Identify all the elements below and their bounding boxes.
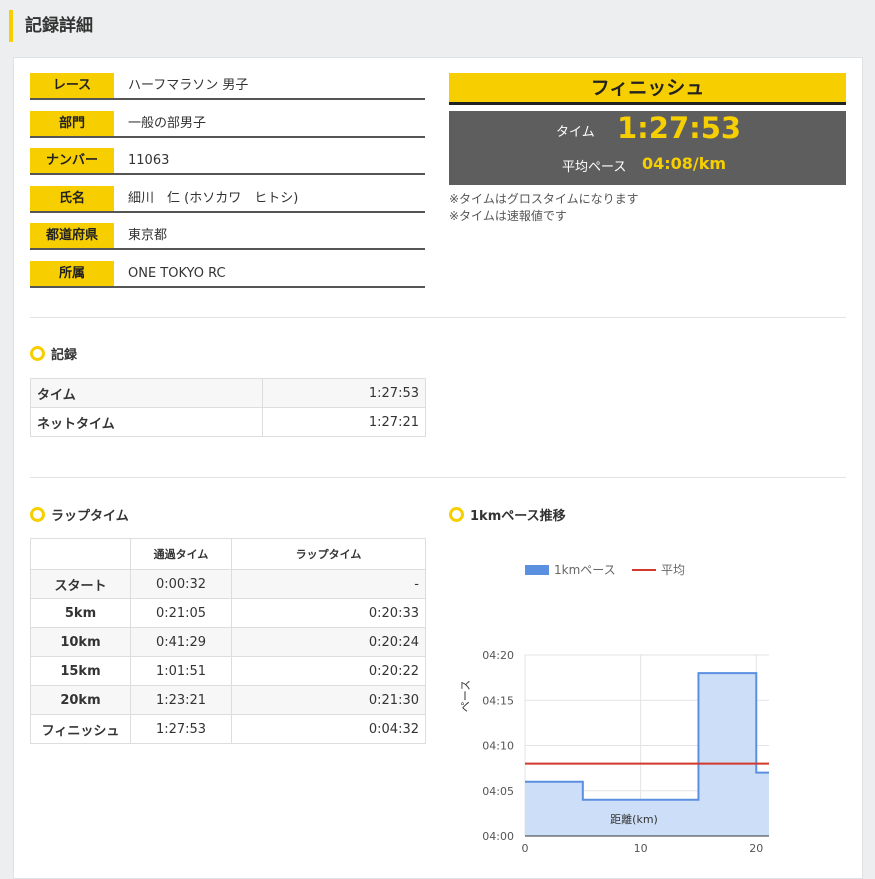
pace-chart: 1kmペース 平均 04:00 04:05 04:10 04:15 04:20 0 10 20…	[459, 563, 769, 853]
chart-legend: 1kmペース 平均	[525, 563, 685, 577]
info-label: 所属	[30, 261, 114, 286]
table-row: 20km 1:23:21 0:21:30	[30, 685, 426, 715]
plot-area: 04:00 04:05 04:10 04:15 04:20 0 10 20	[482, 649, 769, 853]
x-axis-label: 距離(km)	[610, 812, 658, 826]
lap-table: 通過タイム ラップタイム スタート 0:00:32 - 5km 0:21:05 …	[30, 538, 426, 744]
info-label: 氏名	[30, 186, 114, 211]
info-label: ナンバー	[30, 148, 114, 173]
y-axis-label: ペース	[459, 680, 472, 712]
table-row: 15km 1:01:51 0:20:22	[30, 656, 426, 686]
lap-point: 5km	[30, 598, 131, 628]
info-row-division: 部門 一般の部男子	[30, 111, 425, 138]
info-value: ハーフマラソン 男子	[128, 78, 249, 93]
record-value: 1:27:21	[262, 407, 426, 437]
finish-heading: フィニッシュ	[449, 73, 846, 105]
x-tick-label: 20	[749, 842, 763, 853]
lap-split: 1:23:21	[130, 685, 232, 715]
y-tick-label: 04:05	[482, 785, 514, 798]
info-row-team: 所属 ONE TOKYO RC	[30, 261, 425, 288]
lap-split: 0:21:05	[130, 598, 232, 628]
record-title-text: 記録	[51, 348, 78, 363]
table-row: 10km 0:41:29 0:20:24	[30, 627, 426, 657]
lap-time: 0:21:30	[231, 685, 426, 715]
avg-pace-value: 04:08/km	[642, 154, 727, 173]
table-header-row: 通過タイム ラップタイム	[30, 538, 426, 570]
info-label: 都道府県	[30, 223, 114, 248]
table-row: タイム 1:27:53	[30, 378, 426, 408]
x-tick-label: 10	[634, 842, 648, 853]
y-tick-label: 04:00	[482, 830, 514, 843]
x-tick-label: 0	[522, 842, 529, 853]
lap-title-text: ラップタイム	[51, 509, 129, 524]
record-label: ネットタイム	[30, 407, 263, 437]
divider	[30, 317, 846, 318]
record-label: タイム	[30, 378, 263, 408]
info-row-number: ナンバー 11063	[30, 148, 425, 175]
page-title: 記録詳細	[9, 10, 93, 42]
y-tick-label: 04:15	[482, 694, 514, 707]
pace-chart-title-text: 1kmペース推移	[470, 509, 566, 524]
legend-average-label: 平均	[661, 563, 685, 577]
lap-split: 1:01:51	[130, 656, 232, 686]
record-value: 1:27:53	[262, 378, 426, 408]
table-row: フィニッシュ 1:27:53 0:04:32	[30, 714, 426, 744]
info-value: 一般の部男子	[128, 116, 207, 131]
info-value: 東京都	[128, 228, 168, 243]
finish-time-label: タイム	[556, 125, 595, 140]
lap-point: スタート	[30, 569, 131, 599]
pace-chart-section-title: 1kmペース推移	[449, 507, 566, 525]
legend-pace-label: 1kmペース	[554, 563, 616, 577]
info-value: ONE TOKYO RC	[128, 266, 226, 281]
divider	[30, 477, 846, 478]
circle-bullet-icon	[30, 507, 45, 522]
y-tick-label: 04:20	[482, 649, 514, 662]
info-label: レース	[30, 73, 114, 98]
header-cell: ラップタイム	[231, 538, 426, 570]
lap-point: フィニッシュ	[30, 714, 131, 744]
lap-section-title: ラップタイム	[30, 507, 129, 525]
lap-time: 0:20:33	[231, 598, 426, 628]
legend-pace-swatch	[525, 565, 549, 575]
y-tick-label: 04:10	[482, 740, 514, 753]
lap-time: 0:20:24	[231, 627, 426, 657]
header-cell	[30, 538, 131, 570]
table-row: ネットタイム 1:27:21	[30, 407, 426, 437]
lap-time: 0:20:22	[231, 656, 426, 686]
lap-time: -	[231, 569, 426, 599]
pace-area-fill	[525, 673, 769, 836]
gross-time-note: ※タイムはグロスタイムになります	[449, 192, 639, 206]
pace-step-line	[525, 672, 769, 801]
info-row-race: レース ハーフマラソン 男子	[30, 73, 425, 100]
lap-split: 0:41:29	[130, 627, 232, 657]
record-section-title: 記録	[30, 346, 78, 364]
lap-point: 20km	[30, 685, 131, 715]
lap-split: 1:27:53	[130, 714, 232, 744]
record-table: タイム 1:27:53 ネットタイム 1:27:21	[30, 378, 426, 437]
circle-bullet-icon	[30, 346, 45, 361]
preliminary-note: ※タイムは速報値です	[449, 209, 567, 223]
info-row-name: 氏名 細川 仁 (ホソカワ ヒトシ)	[30, 186, 425, 213]
finish-panel: タイム 1:27:53 平均ペース 04:08/km	[449, 111, 846, 185]
table-row: 5km 0:21:05 0:20:33	[30, 598, 426, 628]
lap-split: 0:00:32	[130, 569, 232, 599]
circle-bullet-icon	[449, 507, 464, 522]
info-row-prefecture: 都道府県 東京都	[30, 223, 425, 250]
info-value: 11063	[128, 153, 170, 168]
info-label: 部門	[30, 111, 114, 136]
table-row: スタート 0:00:32 -	[30, 569, 426, 599]
header-cell: 通過タイム	[130, 538, 232, 570]
avg-pace-label: 平均ペース	[562, 160, 627, 175]
lap-time: 0:04:32	[231, 714, 426, 744]
lap-point: 15km	[30, 656, 131, 686]
record-detail-card: レース ハーフマラソン 男子 部門 一般の部男子 ナンバー 11063 氏名 細…	[13, 57, 863, 879]
lap-point: 10km	[30, 627, 131, 657]
info-value: 細川 仁 (ホソカワ ヒトシ)	[128, 191, 299, 206]
finish-time-value: 1:27:53	[617, 111, 742, 145]
